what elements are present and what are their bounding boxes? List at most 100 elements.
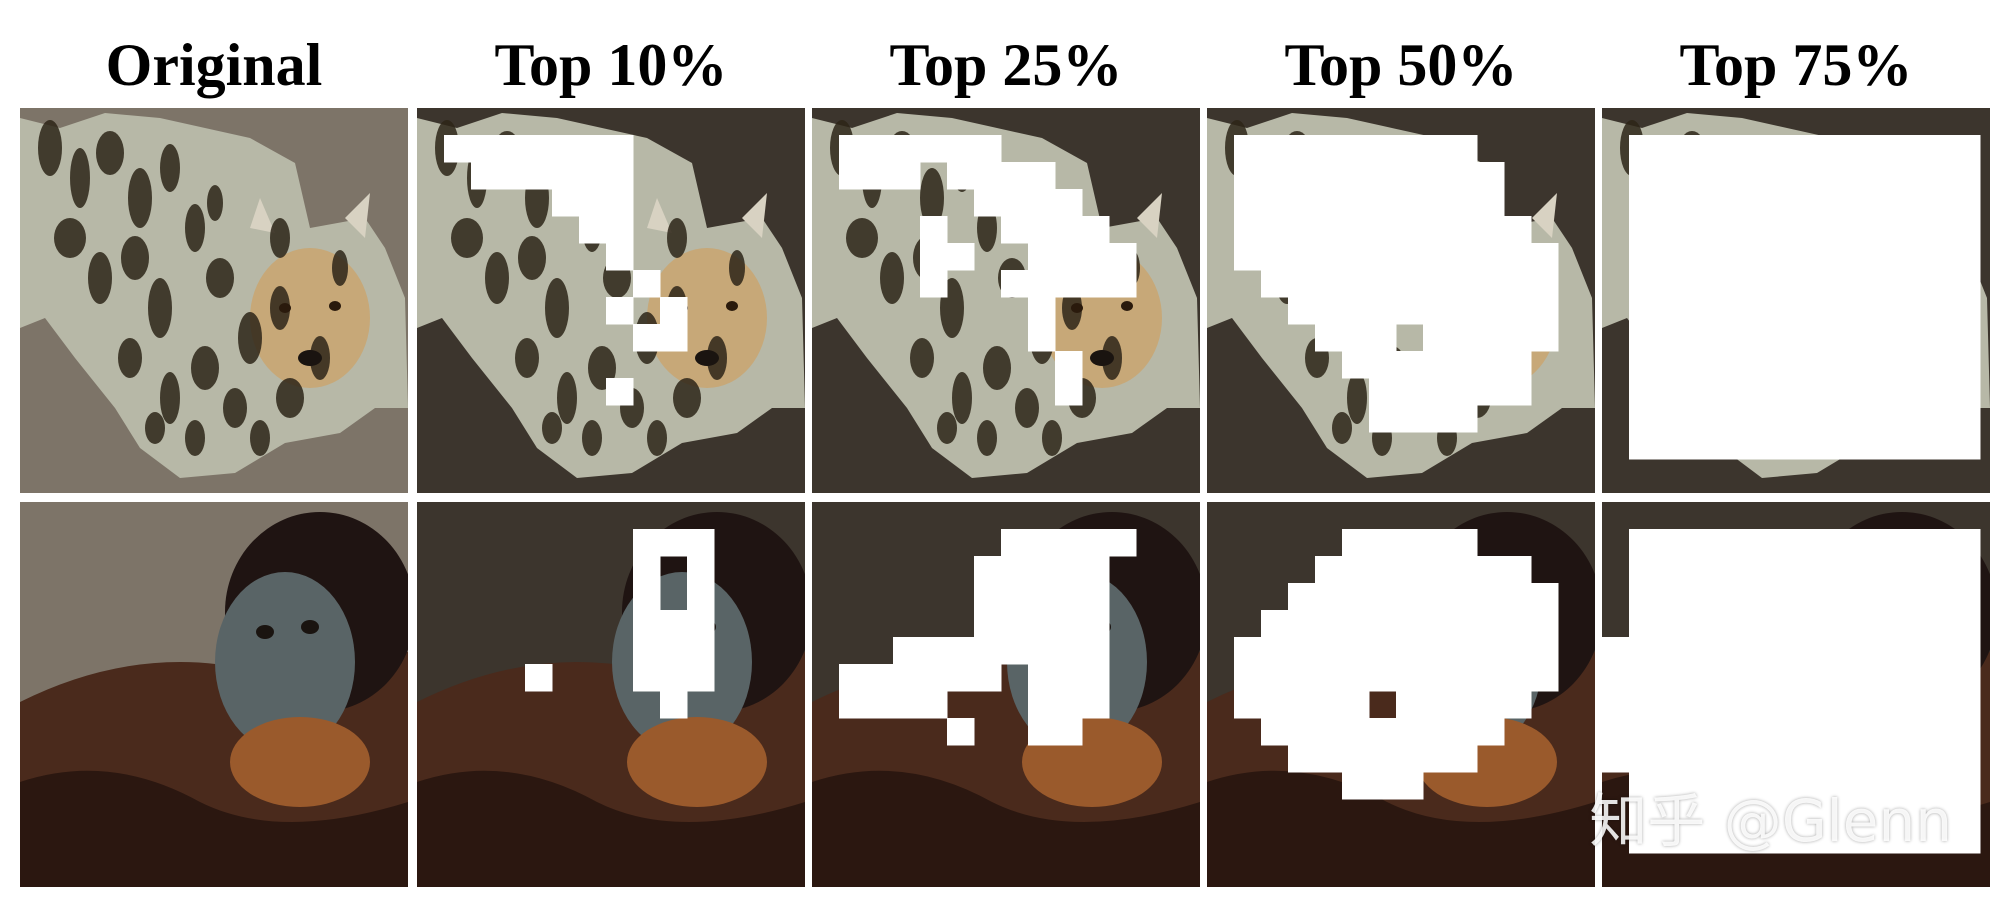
mask-patch: [1656, 529, 1684, 557]
mask-patch: [1791, 162, 1819, 190]
mask-patch: [1710, 135, 1738, 163]
mask-patch: [1737, 162, 1765, 190]
mask-patch: [1791, 351, 1819, 379]
mask-patch: [1477, 556, 1505, 584]
mask-patch: [1818, 691, 1846, 719]
mask-patch: [1369, 270, 1397, 298]
mask-patch: [947, 637, 975, 665]
mask-patch: [1369, 351, 1397, 379]
mask-patch: [606, 243, 634, 271]
mask-patch: [1261, 610, 1289, 638]
mask-patch: [1872, 351, 1900, 379]
mask-patch: [1531, 297, 1559, 325]
cheetah-face: [250, 248, 370, 388]
mask-patch: [633, 637, 661, 665]
mask-patch: [1710, 664, 1738, 692]
mask-patch: [1953, 610, 1981, 638]
mask-patch: [1899, 637, 1927, 665]
mask-patch: [1342, 135, 1370, 163]
mask-patch: [1234, 189, 1262, 217]
mask-patch: [1872, 378, 1900, 406]
spot: [920, 168, 944, 228]
spot: [185, 204, 205, 252]
mask-patch: [1450, 351, 1478, 379]
mask-patch: [1737, 583, 1765, 611]
mask-patch: [1028, 691, 1056, 719]
mask-patch: [1055, 691, 1083, 719]
orangutan-top-75-masked-image: [1602, 502, 1990, 887]
mask-patch: [1028, 637, 1056, 665]
mask-patch: [1423, 637, 1451, 665]
mask-patch: [1477, 610, 1505, 638]
mask-patch: [1369, 664, 1397, 692]
mask-patch: [1737, 270, 1765, 298]
mask-patch: [947, 718, 975, 746]
mask-patch: [1602, 664, 1630, 692]
spot: [223, 388, 247, 428]
mask-patch: [1710, 378, 1738, 406]
mask-patch: [1369, 529, 1397, 557]
mask-patch: [1818, 772, 1846, 800]
mask-patch: [1926, 216, 1954, 244]
mask-patch: [1899, 135, 1927, 163]
mask-patch: [1369, 324, 1397, 352]
mask-patch: [1818, 745, 1846, 773]
mask-patch: [1315, 324, 1343, 352]
right-ear: [742, 193, 767, 238]
mask-patch: [1764, 243, 1792, 271]
right-ear: [1532, 193, 1557, 238]
mask-patch: [1082, 691, 1110, 719]
mask-patch: [1342, 189, 1370, 217]
mask-patch: [1234, 637, 1262, 665]
mask-patch: [660, 610, 688, 638]
spot: [207, 185, 223, 221]
mask-patch: [1629, 135, 1657, 163]
mask-patch: [1396, 216, 1424, 244]
mask-patch: [1477, 691, 1505, 719]
mask-patch: [1899, 664, 1927, 692]
mask-patch: [1683, 297, 1711, 325]
mask-patch: [1818, 216, 1846, 244]
mask-patch: [606, 378, 634, 406]
mask-patch: [1818, 189, 1846, 217]
mask-patch: [1001, 637, 1029, 665]
mask-patch: [1953, 243, 1981, 271]
mask-patch: [1028, 324, 1056, 352]
mask-patch: [1423, 270, 1451, 298]
mask-patch: [1764, 162, 1792, 190]
mask-patch: [1423, 243, 1451, 271]
mask-patch: [660, 529, 688, 557]
mask-patch: [1845, 216, 1873, 244]
spot: [485, 252, 509, 304]
mask-patch: [1683, 135, 1711, 163]
mask-patch: [1818, 324, 1846, 352]
right-eye: [1121, 301, 1133, 311]
mask-patch: [1710, 216, 1738, 244]
mask-patch: [1737, 691, 1765, 719]
mask-patch: [1396, 745, 1424, 773]
mask-patch: [1369, 243, 1397, 271]
mask-patch: [1926, 405, 1954, 433]
mask-patch: [1477, 297, 1505, 325]
mask-patch: [1899, 718, 1927, 746]
mask-patch: [1369, 718, 1397, 746]
mask-patch: [893, 162, 921, 190]
mask-patch: [1396, 297, 1424, 325]
mask-patch: [1737, 610, 1765, 638]
mask-patch: [1656, 297, 1684, 325]
mask-patch: [1818, 162, 1846, 190]
orangutan-top-25-masked-image: [812, 502, 1200, 887]
mask-patch: [1396, 162, 1424, 190]
mask-patch: [1926, 243, 1954, 271]
mask-patch: [1845, 189, 1873, 217]
mask-patch: [1504, 378, 1532, 406]
mask-patch: [1872, 432, 1900, 460]
mask-patch: [1450, 135, 1478, 163]
mask-patch: [1791, 270, 1819, 298]
mask-patch: [1342, 529, 1370, 557]
mask-patch: [1261, 243, 1289, 271]
mask-patch: [1791, 432, 1819, 460]
mask-patch: [1683, 583, 1711, 611]
mask-patch: [1629, 243, 1657, 271]
mask-patch: [1872, 162, 1900, 190]
